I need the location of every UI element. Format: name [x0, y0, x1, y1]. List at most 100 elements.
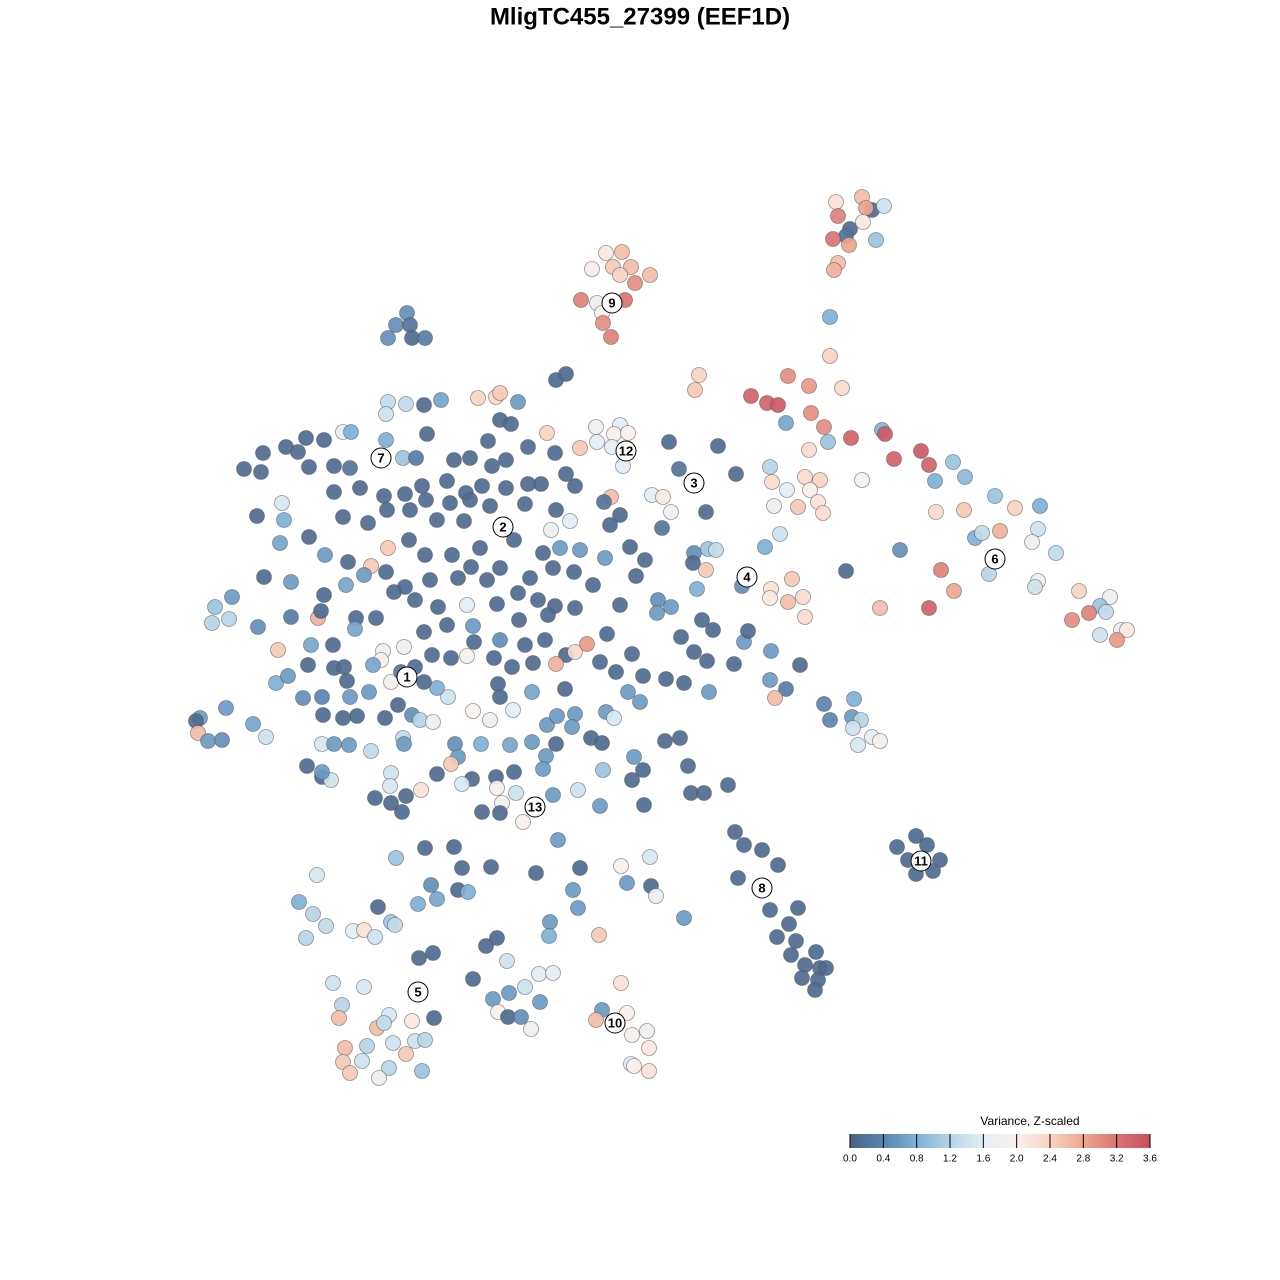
- point: [570, 900, 586, 916]
- point: [772, 526, 788, 542]
- point: [502, 737, 518, 753]
- point: [295, 690, 311, 706]
- point: [933, 562, 949, 578]
- point: [825, 231, 841, 247]
- point: [635, 668, 651, 684]
- point: [854, 472, 870, 488]
- point: [444, 547, 460, 563]
- point: [790, 499, 806, 515]
- point: [691, 367, 707, 383]
- point: [236, 461, 252, 477]
- point: [564, 719, 580, 735]
- point: [334, 997, 350, 1013]
- point: [396, 736, 412, 752]
- point: [545, 560, 561, 576]
- point: [545, 965, 561, 981]
- point: [565, 882, 581, 898]
- point: [423, 877, 439, 893]
- cluster-marker: [736, 566, 758, 588]
- point: [463, 559, 479, 575]
- cluster-marker: [407, 981, 429, 1003]
- point: [411, 950, 427, 966]
- point: [642, 267, 658, 283]
- point: [418, 492, 434, 508]
- point: [429, 680, 445, 696]
- point: [567, 706, 583, 722]
- point: [783, 947, 799, 963]
- point: [780, 368, 796, 384]
- point: [585, 577, 601, 593]
- colorbar-segment: [885, 1134, 888, 1148]
- point: [694, 612, 710, 628]
- colorbar-segment: [975, 1134, 978, 1148]
- point: [872, 733, 888, 749]
- point: [572, 542, 588, 558]
- point: [548, 502, 564, 518]
- point: [606, 426, 622, 442]
- point: [762, 590, 778, 606]
- point: [454, 860, 470, 876]
- point: [473, 736, 489, 752]
- colorbar-segment: [1007, 1134, 1011, 1148]
- point: [807, 982, 823, 998]
- point: [770, 857, 786, 873]
- point: [425, 714, 441, 730]
- point: [705, 622, 721, 638]
- point: [834, 380, 850, 396]
- colorbar-segment: [1065, 1134, 1068, 1148]
- colorbar-segment: [905, 1134, 908, 1148]
- point: [784, 571, 800, 587]
- point: [740, 623, 756, 639]
- point: [482, 712, 498, 728]
- colorbar-segment: [897, 1134, 901, 1148]
- point: [367, 790, 383, 806]
- point: [337, 1040, 353, 1056]
- cluster-label: 7: [377, 450, 384, 465]
- colorbar-segment: [1145, 1134, 1148, 1148]
- point: [506, 764, 522, 780]
- point: [608, 664, 624, 680]
- point: [414, 1063, 430, 1079]
- point: [270, 642, 286, 658]
- point: [1007, 500, 1023, 516]
- colorbar-tick-label: 0.4: [876, 1154, 890, 1165]
- point: [1119, 622, 1135, 638]
- point: [214, 732, 230, 748]
- point: [539, 425, 555, 441]
- cluster-label: 9: [608, 295, 615, 310]
- point: [928, 504, 944, 520]
- point: [425, 945, 441, 961]
- point: [510, 394, 526, 410]
- point: [484, 458, 500, 474]
- point: [325, 975, 341, 991]
- colorbar-segment: [1100, 1134, 1103, 1148]
- point: [816, 419, 832, 435]
- point: [482, 498, 498, 514]
- point: [492, 560, 508, 576]
- point: [416, 674, 432, 690]
- point: [567, 644, 583, 660]
- point: [921, 457, 937, 473]
- point: [255, 445, 271, 461]
- colorbar-segment: [870, 1134, 873, 1148]
- point: [614, 244, 630, 260]
- colorbar-tick-label: 0.8: [910, 1154, 924, 1165]
- colorbar-segment: [900, 1134, 903, 1148]
- point: [513, 1009, 529, 1025]
- point: [542, 914, 558, 930]
- colorbar-segment: [960, 1134, 963, 1148]
- point: [478, 938, 494, 954]
- point: [778, 415, 794, 431]
- point: [492, 385, 508, 401]
- point: [253, 464, 269, 480]
- point: [339, 673, 355, 689]
- point: [498, 452, 514, 468]
- colorbar-tick-label: 2.8: [1076, 1154, 1090, 1165]
- point: [649, 605, 665, 621]
- point: [347, 621, 363, 637]
- point: [446, 452, 462, 468]
- point: [413, 782, 429, 798]
- point: [349, 708, 365, 724]
- cluster-label: 6: [991, 551, 998, 566]
- point: [1030, 521, 1046, 537]
